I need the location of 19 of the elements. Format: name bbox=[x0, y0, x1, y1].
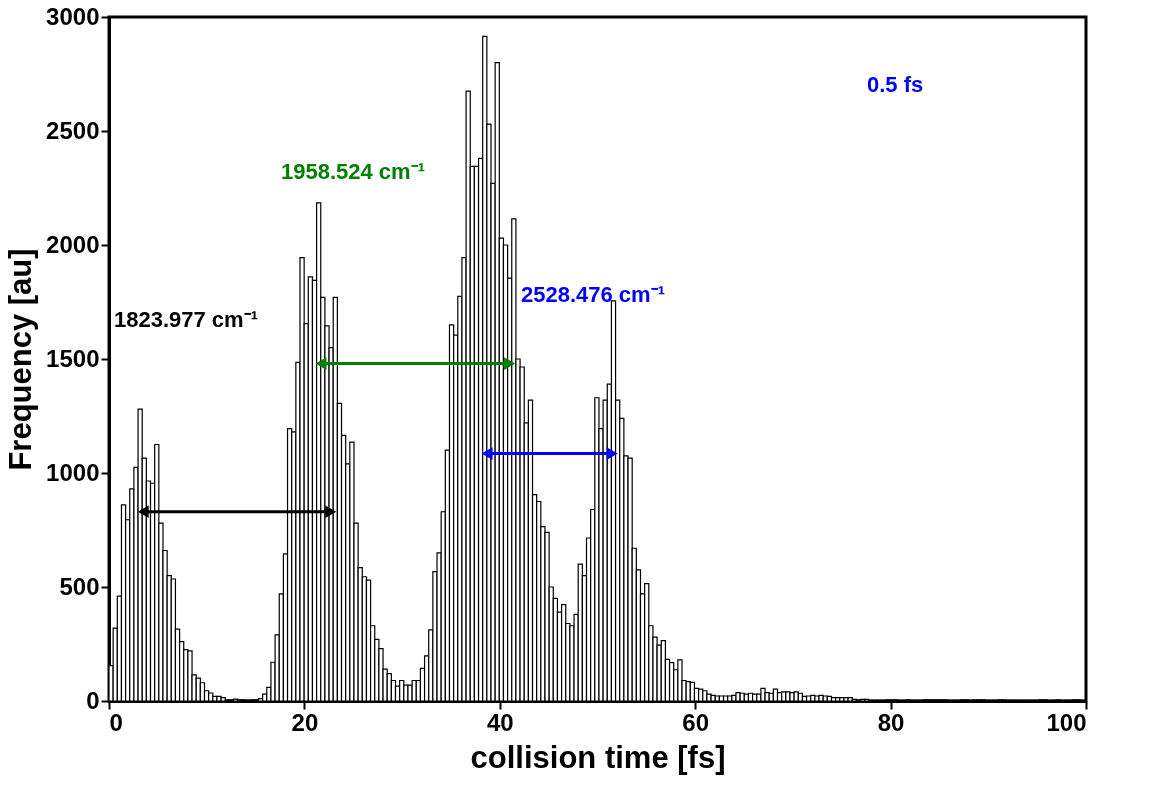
y-tick-label: 1000 bbox=[46, 458, 100, 486]
y-tick-label: 2000 bbox=[46, 230, 100, 258]
y-tick-label: 3000 bbox=[46, 2, 100, 30]
y-tick-label: 0 bbox=[86, 686, 100, 714]
x-tick-label: 100 bbox=[1046, 708, 1087, 736]
y-tick-label: 1500 bbox=[46, 344, 100, 372]
annotation: 1823.977 cm⁻¹ bbox=[114, 307, 258, 332]
x-tick-label: 80 bbox=[877, 708, 905, 736]
x-tick-label: 0 bbox=[109, 708, 123, 736]
x-tick-label: 40 bbox=[486, 708, 514, 736]
annotation: 2528.476 cm⁻¹ bbox=[521, 282, 665, 307]
annotation: 0.5 fs bbox=[867, 72, 924, 97]
y-tick-label: 500 bbox=[59, 572, 100, 600]
x-tick-label: 60 bbox=[682, 708, 710, 736]
y-axis-title: Frequency [au] bbox=[3, 248, 39, 471]
annotation: 1958.524 cm⁻¹ bbox=[281, 159, 425, 184]
x-tick-label: 20 bbox=[291, 708, 319, 736]
y-tick-label: 2500 bbox=[46, 116, 100, 144]
x-axis-title: collision time [fs] bbox=[470, 739, 726, 775]
